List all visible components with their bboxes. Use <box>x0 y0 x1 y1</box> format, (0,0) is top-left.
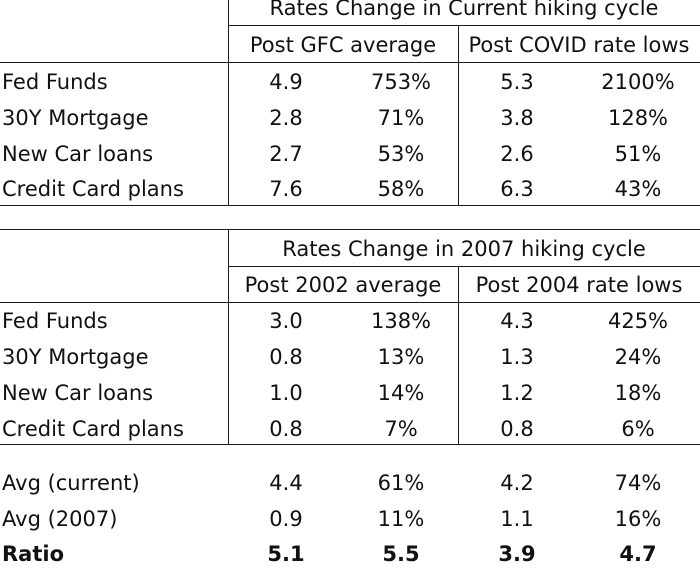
table-border <box>228 266 700 267</box>
table-cell: 425% <box>607 309 669 333</box>
table-border <box>0 302 700 303</box>
table-border <box>228 229 229 444</box>
table-cell: 74% <box>614 471 662 495</box>
table-row-label: New Car loans <box>2 142 154 166</box>
ratio-cell: 3.9 <box>498 542 536 566</box>
table-cell: 128% <box>607 106 669 130</box>
table-cell: 0.8 <box>500 417 534 441</box>
table-cell: 1.2 <box>500 381 534 405</box>
table-cell: 2100% <box>601 70 675 94</box>
table-row-label: Credit Card plans <box>2 417 184 441</box>
table-cell: 0.8 <box>269 345 303 369</box>
table-cell: 3.0 <box>269 309 303 333</box>
table-cell: 43% <box>614 177 662 201</box>
table-cell: 4.4 <box>269 471 303 495</box>
table-row-label: Fed Funds <box>2 70 108 94</box>
table-row-label: Avg (current) <box>2 471 140 495</box>
table-cell: 0.8 <box>269 417 303 441</box>
table-row-label: 30Y Mortgage <box>2 345 149 369</box>
table-cell: 6% <box>621 417 655 441</box>
table-cell: 1.3 <box>500 345 534 369</box>
table-cell: 0.9 <box>269 507 303 531</box>
table-cell: 3.8 <box>500 106 534 130</box>
table-border <box>228 62 229 205</box>
table-cell: 7.6 <box>269 177 303 201</box>
table-current-title: Rates Change in Current hiking cycle <box>269 0 659 20</box>
ratio-row-label: Ratio <box>2 542 65 566</box>
table-row-label: Credit Card plans <box>2 177 184 201</box>
table-border <box>0 205 700 206</box>
table-border <box>0 62 700 63</box>
table-cell: 753% <box>370 70 432 94</box>
table-cell: 4.9 <box>269 70 303 94</box>
table-2007-group2-header: Post 2004 rate lows <box>475 273 683 297</box>
table-cell: 14% <box>377 381 425 405</box>
table-cell: 18% <box>614 381 662 405</box>
table-cell: 16% <box>614 507 662 531</box>
table-cell: 53% <box>377 142 425 166</box>
ratio-cell: 5.5 <box>382 542 420 566</box>
table-cell: 24% <box>614 345 662 369</box>
table-row-label: 30Y Mortgage <box>2 106 149 130</box>
table-cell: 5.3 <box>500 70 534 94</box>
table-cell: 7% <box>384 417 418 441</box>
table-border <box>458 266 459 444</box>
table-cell: 4.2 <box>500 471 534 495</box>
table-border <box>0 444 700 445</box>
table-cell: 61% <box>377 471 425 495</box>
table-row-label: New Car loans <box>2 381 154 405</box>
table-cell: 2.7 <box>269 142 303 166</box>
table-2007-title: Rates Change in 2007 hiking cycle <box>282 237 646 261</box>
table-border <box>458 25 459 205</box>
table-current-group2-header: Post COVID rate lows <box>468 33 690 57</box>
table-cell: 51% <box>614 142 662 166</box>
table-cell: 4.3 <box>500 309 534 333</box>
table-border <box>228 0 229 62</box>
table-border <box>0 229 700 230</box>
table-cell: 138% <box>370 309 432 333</box>
table-border <box>228 25 700 26</box>
table-row-label: Fed Funds <box>2 309 108 333</box>
table-cell: 2.6 <box>500 142 534 166</box>
table-cell: 1.0 <box>269 381 303 405</box>
ratio-cell: 4.7 <box>619 542 657 566</box>
table-2007-group1-header: Post 2002 average <box>244 273 442 297</box>
table-cell: 58% <box>377 177 425 201</box>
table-cell: 6.3 <box>500 177 534 201</box>
table-cell: 1.1 <box>500 507 534 531</box>
table-current-group1-header: Post GFC average <box>249 33 437 57</box>
table-cell: 2.8 <box>269 106 303 130</box>
table-row-label: Avg (2007) <box>2 507 118 531</box>
table-cell: 71% <box>377 106 425 130</box>
ratio-cell: 5.1 <box>267 542 305 566</box>
table-cell: 13% <box>377 345 425 369</box>
table-cell: 11% <box>377 507 425 531</box>
